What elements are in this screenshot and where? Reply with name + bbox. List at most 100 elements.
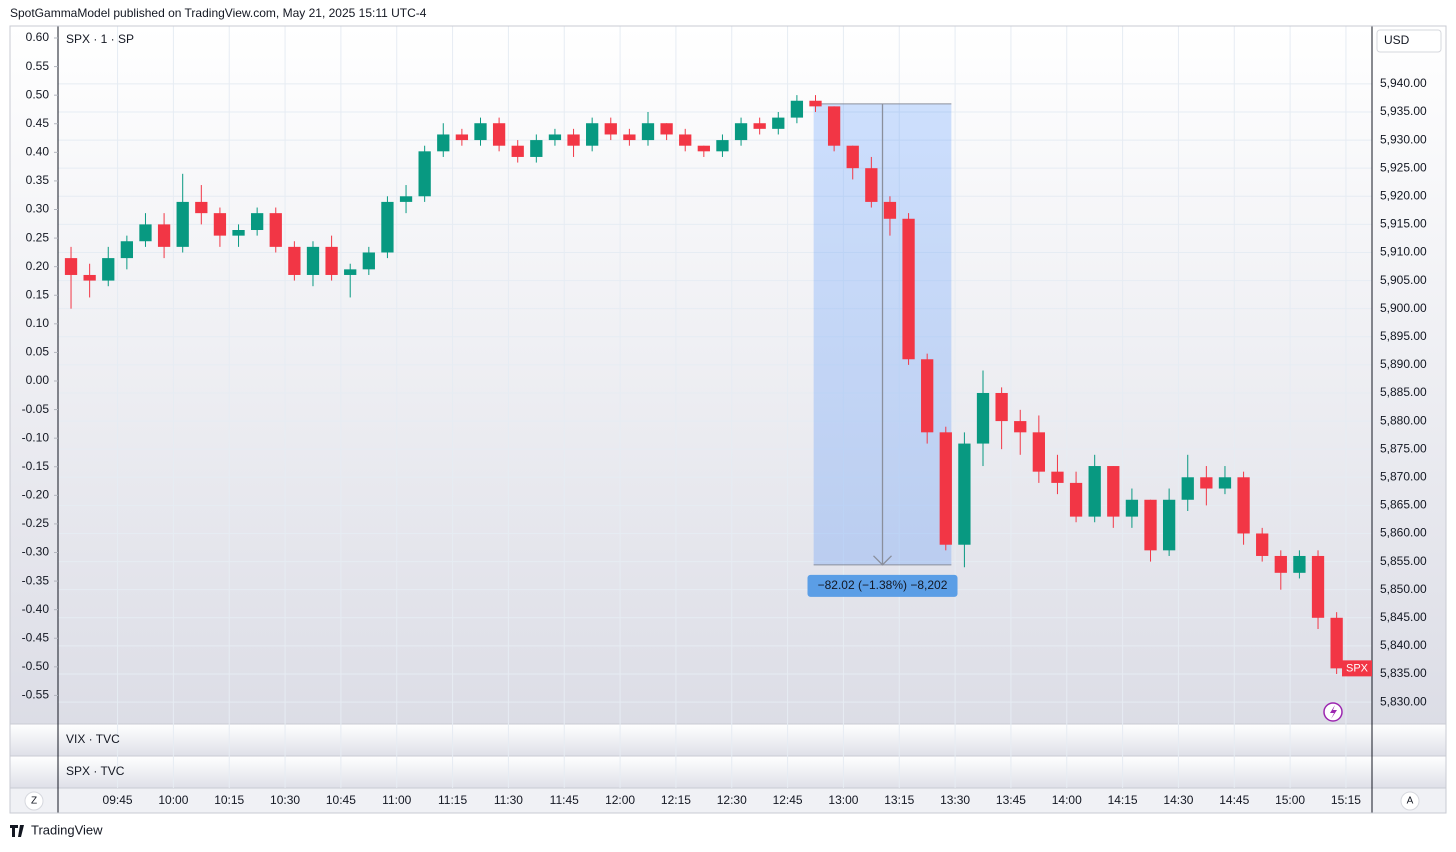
y-tick-label: 5,905.00 [1380, 273, 1427, 287]
y-tick-label: 5,885.00 [1380, 385, 1427, 399]
x-tick-label: 15:00 [1275, 793, 1305, 807]
candle-body [902, 218, 915, 360]
x-tick-label: 11:45 [550, 793, 579, 807]
candle-body [1051, 471, 1064, 483]
footer-brand: TradingView [31, 822, 103, 837]
x-tick-label: 11:15 [438, 793, 467, 807]
x-tick-label: 12:15 [661, 793, 691, 807]
y-tick-label: 5,865.00 [1380, 498, 1427, 512]
candle-body [474, 123, 487, 141]
candle-body [1181, 477, 1194, 500]
y2-tick-label: 0.00 [26, 373, 50, 387]
zoom-button[interactable] [24, 791, 44, 811]
candle-body [157, 224, 171, 247]
x-tick-label: 15:15 [1331, 793, 1361, 807]
measure-label: −82.02 (−1.38%) −8,202 [818, 578, 948, 592]
candle-body [809, 100, 822, 107]
candle-body [921, 359, 934, 433]
candle-body [139, 224, 152, 242]
candle-body [976, 392, 990, 444]
candle-body [1014, 421, 1027, 433]
candle-body [102, 258, 115, 281]
candle-body [846, 145, 859, 169]
candle-body [437, 134, 450, 152]
candle-body [1107, 466, 1120, 517]
y-tick-label: 5,915.00 [1380, 217, 1427, 231]
candle-body [939, 432, 952, 545]
candle-body [1311, 555, 1325, 618]
candle-body [995, 392, 1008, 422]
y-tick-label: 5,925.00 [1380, 160, 1427, 174]
y-tick-label: 5,870.00 [1380, 469, 1427, 483]
currency: USD [1384, 33, 1410, 47]
candle-body [492, 123, 506, 146]
candle-body [344, 269, 357, 275]
main-pane [10, 26, 1446, 724]
x-tick-label: 14:15 [1108, 793, 1138, 807]
candle-body [660, 123, 673, 135]
candle-body [827, 106, 841, 146]
x-tick-label: 10:00 [158, 793, 188, 807]
x-tick-label: 10:15 [214, 793, 244, 807]
y2-tick-label: 0.50 [26, 87, 50, 101]
y-tick-label: 5,845.00 [1380, 610, 1427, 624]
y-tick-label: 5,900.00 [1380, 301, 1427, 315]
y2-tick-label: 0.40 [26, 145, 50, 159]
candle-body [716, 140, 729, 152]
candle-body [251, 213, 264, 231]
x-tick-label: 14:45 [1219, 793, 1249, 807]
currency-box[interactable] [1376, 29, 1442, 53]
y2-tick-label: -0.45 [22, 630, 50, 644]
candle-body [772, 117, 785, 129]
y-tick-label: 5,840.00 [1380, 638, 1427, 652]
candle-body [1069, 482, 1083, 517]
candle-body [1125, 499, 1139, 517]
vix-pane [9, 723, 1447, 757]
candle-body [288, 246, 301, 275]
y2-tick-label: -0.30 [22, 545, 50, 559]
candle-body [1162, 499, 1176, 551]
candle-body [883, 201, 897, 219]
y2-tick-label: 0.15 [26, 287, 50, 301]
candle-body [958, 443, 971, 545]
x-tick-label: 13:30 [940, 793, 970, 807]
y-tick-label: 5,895.00 [1380, 329, 1427, 343]
x-tick-label: 10:30 [270, 793, 300, 807]
y2-tick-label: 0.25 [26, 230, 50, 244]
y2-tick-label: -0.10 [22, 430, 50, 444]
tv-logo [10, 825, 24, 837]
candle-body [176, 201, 189, 247]
y2-tick-label: -0.15 [22, 459, 50, 473]
y-tick-label: 5,875.00 [1380, 441, 1427, 455]
candle-body [586, 123, 599, 146]
candle-body [1088, 466, 1101, 517]
y-tick-label: 5,930.00 [1380, 132, 1427, 146]
y2-tick-label: -0.50 [22, 659, 50, 673]
candle-body [1274, 555, 1287, 573]
y2-tick-label: 0.10 [26, 316, 50, 330]
x-tick-label: 13:15 [884, 793, 914, 807]
y-tick-label: 5,855.00 [1380, 554, 1427, 568]
y-tick-label: 5,935.00 [1380, 104, 1427, 118]
candle-body [1293, 555, 1306, 573]
spx-pane [9, 755, 1447, 789]
event-bolt [1330, 705, 1337, 719]
candle-body [567, 134, 580, 146]
y2-tick-label: -0.35 [22, 573, 50, 587]
candle-body [381, 201, 394, 253]
candle-body [83, 274, 96, 281]
candle-body [362, 252, 375, 270]
y2-tick-label: 0.05 [26, 345, 50, 359]
y-tick-label: 5,920.00 [1380, 188, 1427, 202]
x-tick-label: 14:00 [1052, 793, 1082, 807]
candle-body [548, 134, 562, 141]
candle-body [1144, 499, 1157, 551]
candle-body [641, 123, 655, 141]
pane-label: SPX · TVC [66, 764, 125, 778]
auto-button[interactable] [1400, 791, 1420, 811]
candle-body [64, 258, 78, 275]
candle-body [790, 100, 804, 118]
y2-tick-label: -0.40 [22, 602, 50, 616]
y2-tick-label: 0.60 [26, 30, 50, 44]
